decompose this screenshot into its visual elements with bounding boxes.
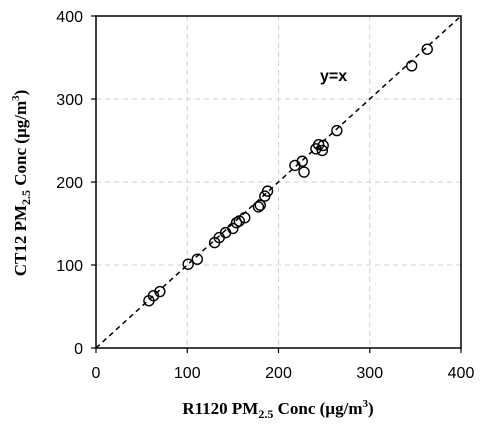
data-point [406, 60, 418, 72]
y-tick-label: 0 [74, 341, 83, 358]
data-point [298, 166, 310, 178]
data-point [154, 285, 166, 298]
x-axis-title: R1120 PM2.5 Conc (µg/m3) [182, 398, 373, 421]
y-tick-label: 400 [56, 9, 83, 26]
data-points [143, 43, 433, 307]
y-tick-label: 300 [56, 92, 83, 109]
data-point [233, 215, 245, 227]
y-tick-label: 100 [56, 258, 83, 275]
y-tick-label: 200 [56, 175, 83, 192]
data-point [252, 201, 265, 213]
data-point [421, 43, 433, 55]
y-axis-title: CT12 PM2.5 Conc (µg/m3) [10, 90, 33, 277]
x-axis-ticks: 0 100 200 300 400 [92, 348, 475, 382]
data-point [296, 155, 308, 167]
data-point [331, 124, 343, 137]
data-point [317, 139, 329, 152]
data-point [182, 258, 194, 270]
x-tick-label: 100 [174, 365, 201, 382]
y-axis-ticks: 0 100 200 300 400 [56, 9, 96, 358]
x-tick-label: 200 [265, 365, 292, 382]
data-point [316, 144, 328, 157]
x-tick-label: 400 [448, 365, 475, 382]
data-point [191, 253, 203, 265]
data-point [312, 138, 325, 151]
x-tick-label: 300 [356, 365, 383, 382]
reference-line-label: y=x [320, 68, 347, 85]
x-tick-label: 0 [92, 365, 101, 382]
data-point [254, 199, 266, 211]
data-point [239, 211, 251, 224]
data-point [261, 185, 274, 197]
data-point [227, 222, 239, 235]
